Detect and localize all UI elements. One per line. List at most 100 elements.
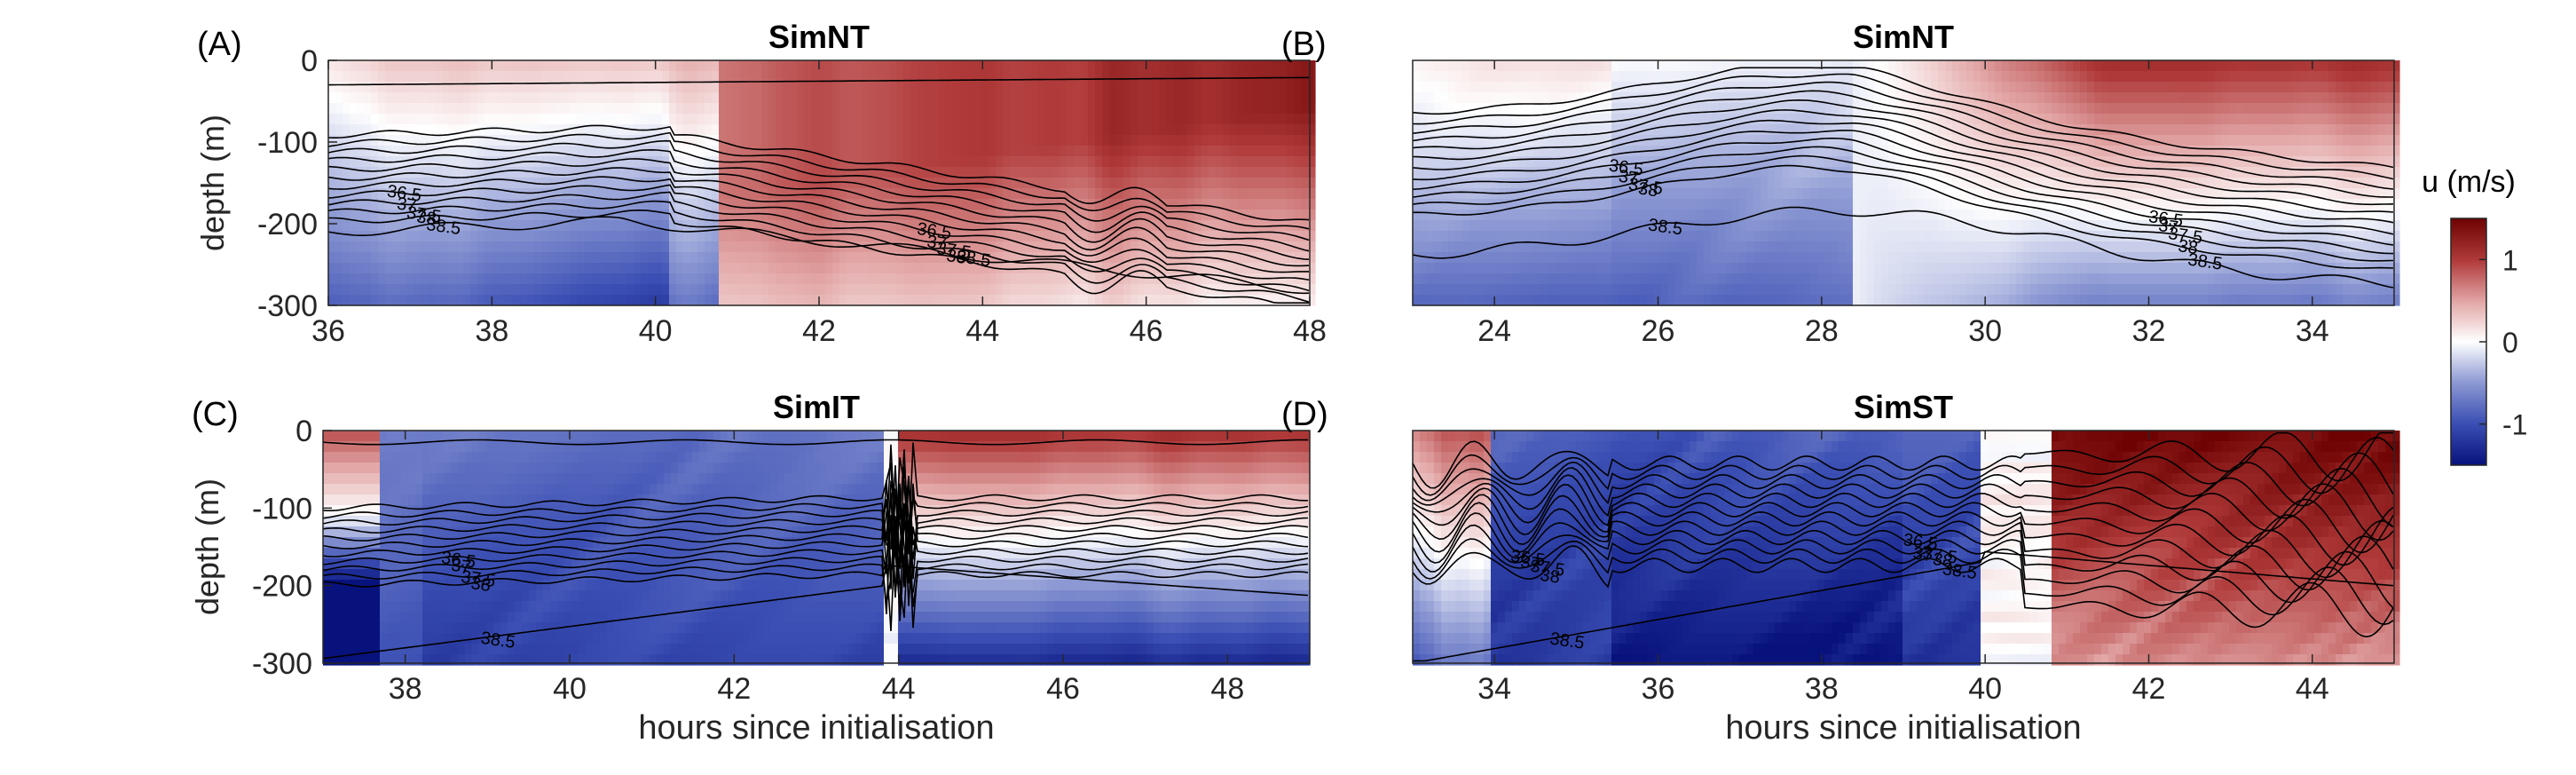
heatmap-cell bbox=[1484, 60, 1492, 72]
heatmap-cell bbox=[1803, 103, 1811, 115]
heatmap-cell bbox=[1109, 199, 1117, 210]
heatmap-cell bbox=[676, 273, 684, 285]
heatmap-cell bbox=[2300, 178, 2308, 189]
heatmap-cell bbox=[676, 92, 684, 104]
heatmap-cell bbox=[1533, 92, 1541, 104]
heatmap-cell bbox=[811, 60, 819, 72]
heatmap-cell bbox=[1003, 188, 1011, 200]
heatmap-cell bbox=[612, 92, 620, 104]
heatmap-cell bbox=[1860, 135, 1868, 146]
heatmap-cell bbox=[2222, 82, 2230, 93]
heatmap-cell bbox=[889, 220, 897, 232]
heatmap-cell bbox=[2144, 103, 2152, 115]
heatmap-cell bbox=[1138, 114, 1146, 125]
heatmap-cell bbox=[1725, 146, 1733, 157]
heatmap-cell bbox=[932, 71, 940, 83]
heatmap-cell bbox=[1697, 178, 1705, 189]
heatmap-cell bbox=[435, 231, 443, 242]
heatmap-cell bbox=[1159, 295, 1167, 306]
heatmap-cell bbox=[1427, 82, 1435, 93]
heatmap-cell bbox=[1209, 210, 1217, 221]
heatmap-cell bbox=[421, 263, 429, 274]
heatmap-cell bbox=[2328, 103, 2336, 115]
heatmap-cell bbox=[1209, 241, 1217, 253]
heatmap-cell bbox=[1045, 178, 1053, 189]
heatmap-cell bbox=[1768, 156, 1776, 168]
heatmap-cell bbox=[2208, 103, 2216, 115]
heatmap-cell bbox=[1280, 82, 1288, 93]
heatmap-cell bbox=[1301, 241, 1309, 253]
heatmap-cell bbox=[1251, 60, 1259, 72]
heatmap-cell bbox=[697, 167, 705, 178]
heatmap-cell bbox=[605, 114, 613, 125]
heatmap-cell bbox=[1668, 135, 1676, 146]
heatmap-cell bbox=[1237, 231, 1245, 242]
heatmap-cell bbox=[605, 167, 613, 178]
heatmap-cell bbox=[1045, 135, 1053, 146]
heatmap-cell bbox=[1477, 178, 1485, 189]
heatmap-cell bbox=[1718, 103, 1726, 115]
heatmap-cell bbox=[1145, 71, 1153, 83]
heatmap-cell bbox=[1462, 92, 1470, 104]
heatmap-cell bbox=[2321, 178, 2329, 189]
heatmap-cell bbox=[910, 295, 918, 306]
heatmap-cell bbox=[1052, 135, 1060, 146]
heatmap-cell bbox=[548, 188, 556, 200]
heatmap-cell bbox=[1280, 60, 1288, 72]
heatmap-cell bbox=[1308, 273, 1316, 285]
heatmap-cell bbox=[1668, 167, 1676, 178]
heatmap-cell bbox=[1434, 135, 1442, 146]
heatmap-cell bbox=[1732, 114, 1740, 125]
heatmap-cell bbox=[577, 252, 585, 264]
heatmap-cell bbox=[1294, 114, 1302, 125]
heatmap-cell bbox=[484, 146, 492, 157]
heatmap-cell bbox=[1067, 210, 1075, 221]
heatmap-cell bbox=[1654, 124, 1662, 136]
heatmap-cell bbox=[1704, 114, 1712, 125]
heatmap-cell bbox=[456, 178, 464, 189]
heatmap-cell bbox=[1116, 284, 1124, 296]
contour-line bbox=[327, 124, 1310, 221]
heatmap-cell bbox=[2257, 71, 2265, 83]
heatmap-cell bbox=[2115, 178, 2123, 189]
heatmap-cell bbox=[2194, 92, 2202, 104]
heatmap-cell bbox=[1010, 60, 1018, 72]
heatmap-cell bbox=[847, 263, 855, 274]
heatmap-cell bbox=[2350, 82, 2358, 93]
heatmap-cell bbox=[690, 252, 698, 264]
heatmap-cell bbox=[1102, 188, 1110, 200]
heatmap-cell bbox=[442, 146, 450, 157]
heatmap-cell bbox=[548, 92, 556, 104]
heatmap-cell bbox=[1661, 60, 1669, 72]
heatmap-cell bbox=[378, 231, 386, 242]
heatmap-cell bbox=[1272, 231, 1280, 242]
heatmap-cell bbox=[449, 103, 457, 115]
heatmap-cell bbox=[697, 199, 705, 210]
heatmap-cell bbox=[406, 220, 414, 232]
heatmap-cell bbox=[1180, 114, 1188, 125]
heatmap-cell bbox=[797, 295, 805, 306]
contour-line bbox=[327, 200, 1310, 303]
heatmap-cell bbox=[712, 167, 720, 178]
heatmap-cell bbox=[1931, 178, 1939, 189]
heatmap-cell bbox=[946, 220, 954, 232]
heatmap-cell bbox=[776, 146, 784, 157]
heatmap-cell bbox=[1853, 146, 1861, 157]
heatmap-cell bbox=[896, 71, 904, 83]
heatmap-cell bbox=[1619, 82, 1627, 93]
heatmap-cell bbox=[1746, 135, 1754, 146]
heatmap-cell bbox=[740, 124, 748, 136]
heatmap-cell bbox=[1441, 71, 1449, 83]
heatmap-cell bbox=[364, 167, 372, 178]
heatmap-cell bbox=[2229, 60, 2237, 72]
heatmap-cell bbox=[1945, 60, 1953, 72]
heatmap-cell bbox=[1505, 135, 1513, 146]
heatmap-cell bbox=[1860, 167, 1868, 178]
heatmap-cell bbox=[712, 252, 720, 264]
heatmap-cell bbox=[2300, 103, 2308, 115]
heatmap-cell bbox=[2257, 124, 2265, 136]
heatmap-cell bbox=[2314, 82, 2322, 93]
heatmap-cell bbox=[889, 167, 897, 178]
heatmap-cell bbox=[371, 199, 379, 210]
heatmap-cell bbox=[889, 82, 897, 93]
